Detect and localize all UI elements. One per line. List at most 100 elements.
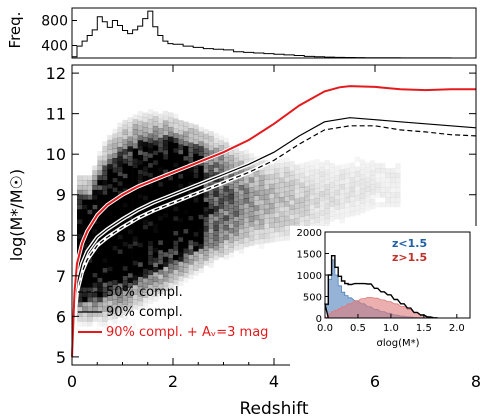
density-cell xyxy=(188,269,194,275)
density-cell xyxy=(178,144,184,150)
density-cell xyxy=(253,171,260,177)
density-cell xyxy=(203,128,209,135)
density-cell xyxy=(334,165,340,171)
density-cell xyxy=(173,133,179,139)
density-cell xyxy=(354,176,361,182)
density-cell xyxy=(198,136,204,142)
density-cell xyxy=(390,172,396,179)
density-cell xyxy=(218,135,224,141)
density-cell xyxy=(168,185,174,191)
density-cell xyxy=(354,205,361,211)
density-cell xyxy=(122,226,128,233)
density-cell xyxy=(203,250,209,256)
inset-x-tick-label: 1.5 xyxy=(416,323,432,334)
density-cell xyxy=(157,113,164,119)
density-cell xyxy=(299,211,305,218)
density-cell xyxy=(284,157,290,163)
density-cell xyxy=(137,208,144,214)
density-cell xyxy=(304,176,310,182)
density-cell xyxy=(188,244,194,250)
density-cell xyxy=(137,257,144,263)
density-cell xyxy=(339,174,345,180)
density-cell xyxy=(243,217,250,223)
density-cell xyxy=(157,225,164,231)
main-x-tick-label: 8 xyxy=(471,372,481,391)
density-cell xyxy=(173,157,179,163)
density-cell xyxy=(162,242,169,248)
density-cell xyxy=(162,237,169,243)
density-cell xyxy=(157,283,164,290)
density-cell xyxy=(97,272,103,278)
density-cell xyxy=(137,179,144,185)
density-cell xyxy=(304,200,310,206)
density-cell xyxy=(97,287,103,293)
density-cell xyxy=(188,259,194,265)
density-cell xyxy=(183,170,189,176)
density-cell xyxy=(390,192,396,198)
density-cell xyxy=(269,193,275,199)
density-cell xyxy=(188,166,194,173)
density-cell xyxy=(132,172,138,179)
density-cell xyxy=(127,233,133,240)
density-cell xyxy=(178,280,184,286)
density-cell xyxy=(193,226,199,233)
density-cell xyxy=(122,280,128,286)
density-cell xyxy=(294,218,300,224)
density-cell xyxy=(203,163,209,169)
density-cell xyxy=(162,178,169,185)
density-cell xyxy=(233,216,239,222)
density-cell xyxy=(142,141,149,148)
density-cell xyxy=(127,297,133,303)
density-cell xyxy=(294,188,300,195)
density-cell xyxy=(248,201,255,208)
histogram-y-ticks: 400 800 xyxy=(41,14,77,55)
density-cell xyxy=(314,198,320,204)
density-cell xyxy=(107,242,113,248)
density-cell xyxy=(162,266,169,272)
density-cell xyxy=(178,270,184,277)
density-cell xyxy=(319,215,325,221)
density-cell xyxy=(142,117,149,123)
density-cell xyxy=(162,154,169,160)
density-cell xyxy=(248,206,255,212)
density-cell xyxy=(314,217,320,223)
density-cell xyxy=(168,214,174,220)
density-cell xyxy=(203,235,209,242)
density-cell xyxy=(183,204,189,210)
density-cell xyxy=(203,245,209,251)
density-cell xyxy=(87,277,93,283)
density-cell xyxy=(359,208,366,214)
density-cell xyxy=(122,207,128,213)
density-cell xyxy=(122,309,128,315)
density-cell xyxy=(269,164,275,170)
density-cell xyxy=(203,138,209,144)
density-cell xyxy=(97,219,103,225)
density-cell xyxy=(168,122,174,128)
density-cell xyxy=(238,160,245,166)
density-cell xyxy=(162,140,169,146)
density-cell xyxy=(193,231,199,237)
density-cell xyxy=(137,193,144,200)
density-cell xyxy=(142,273,149,279)
density-cell xyxy=(82,243,88,249)
density-cell xyxy=(87,262,93,269)
density-cell xyxy=(238,189,245,196)
density-cell xyxy=(112,211,118,217)
density-cell xyxy=(299,187,305,193)
density-cell xyxy=(238,248,245,254)
density-cell xyxy=(258,170,265,176)
density-cell xyxy=(168,272,174,279)
density-cell xyxy=(168,253,174,259)
density-cell xyxy=(142,292,149,298)
density-cell xyxy=(137,174,144,180)
density-cell xyxy=(354,190,361,196)
density-cell xyxy=(319,176,325,182)
main-y-axis-label: log(M*/M☉) xyxy=(7,169,26,261)
density-cell xyxy=(299,177,305,183)
density-cell xyxy=(334,199,340,205)
density-cell xyxy=(147,221,154,227)
density-cell xyxy=(77,287,83,293)
density-cell xyxy=(319,195,325,202)
density-cell xyxy=(122,241,128,247)
density-cell xyxy=(82,306,88,312)
